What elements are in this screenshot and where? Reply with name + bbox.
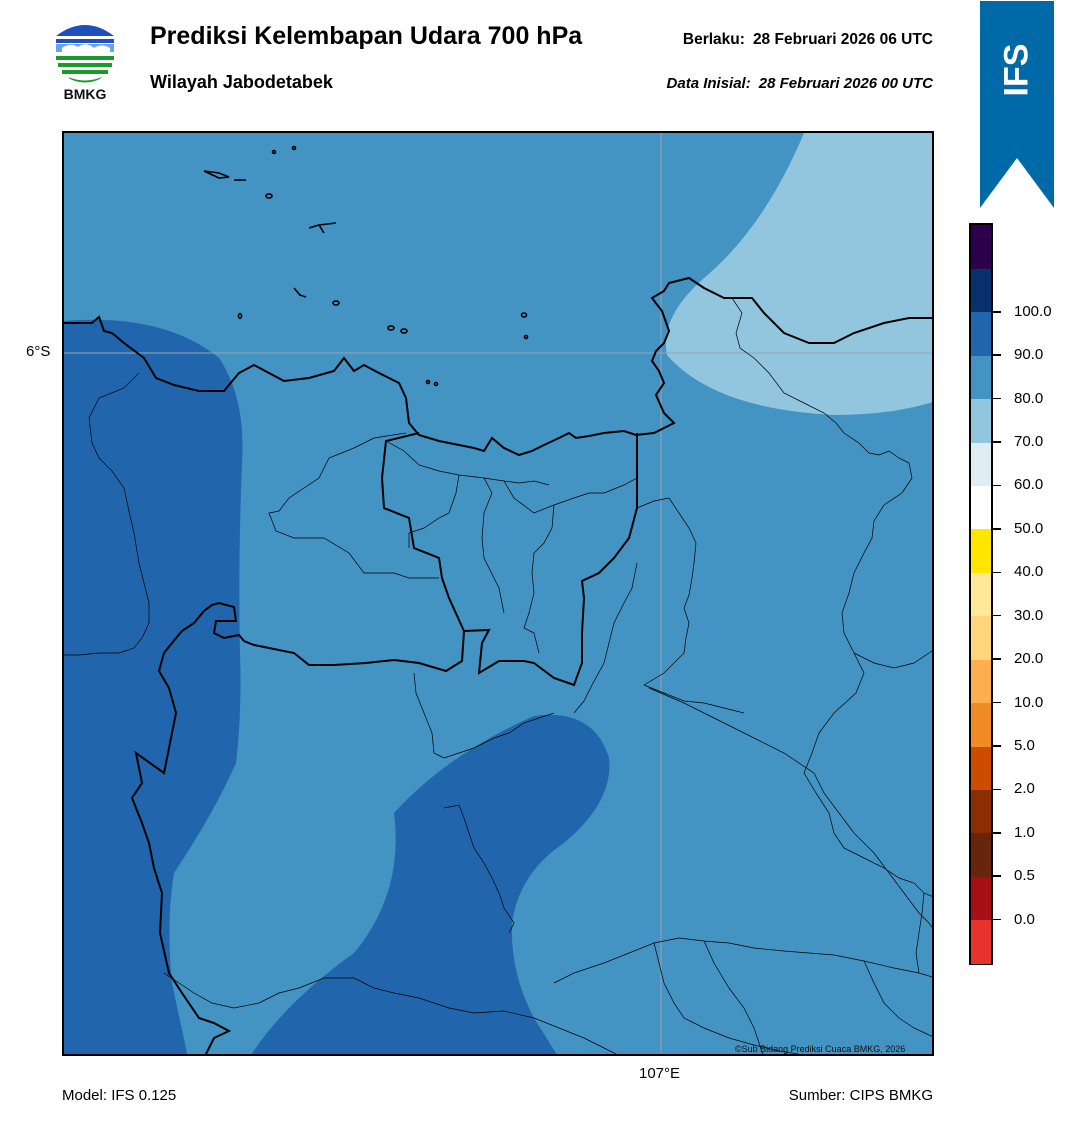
colorbar-tick: [993, 614, 1001, 617]
source-label: Sumber: CIPS BMKG: [788, 1087, 933, 1104]
longitude-label: 107°E: [639, 1065, 681, 1082]
map-canvas: [64, 133, 932, 1054]
colorbar-label: 10.0: [1014, 693, 1044, 711]
colorbar-segment: [971, 919, 991, 964]
humidity-zone-60-70: [665, 133, 932, 415]
colorbar-segment: [971, 398, 991, 443]
colorbar-label: 0.0: [1014, 910, 1035, 928]
colorbar-segment: [971, 572, 991, 617]
colorbar-label: 5.0: [1014, 736, 1035, 754]
init-time: Data Inisial: 28 Februari 2026 00 UTC: [667, 75, 933, 92]
colorbar-label: 50.0: [1014, 519, 1044, 537]
colorbar-tick: [993, 571, 1001, 574]
coastline: [64, 276, 932, 457]
init-time-label: Data Inisial:: [666, 75, 751, 92]
colorbar-tick: [993, 788, 1001, 791]
valid-time-value: 28 Februari 2026 06 UTC: [752, 31, 933, 48]
humidity-zone-80-90-south: [251, 715, 610, 1054]
ifs-badge-ribbon-icon: [980, 1, 1054, 208]
colorbar-segment: [971, 832, 991, 877]
colorbar-label: 80.0: [1014, 389, 1044, 407]
colorbar-tick: [993, 875, 1001, 877]
colorbar-tick: [993, 484, 1001, 487]
logo-text: BMKG: [64, 86, 107, 102]
colorbar-segment: [971, 702, 991, 747]
page-subtitle: Wilayah Jabodetabek: [150, 72, 333, 92]
islands: [203, 145, 529, 387]
colorbar-label: 100.0: [1014, 302, 1052, 320]
humidity-map[interactable]: [62, 131, 934, 1056]
colorbar-label: 0.5: [1014, 867, 1035, 885]
ifs-badge-text: IFS: [997, 43, 1036, 97]
colorbar-tick: [993, 918, 1001, 921]
colorbar-label: 1.0: [1014, 823, 1035, 841]
colorbar-tick: [993, 441, 1001, 443]
humidity-zone-80-90-west: [64, 319, 243, 1054]
colorbar-segment: [971, 442, 991, 487]
colorbar-tick: [993, 658, 1001, 660]
page-title: Prediksi Kelembapan Udara 700 hPa: [150, 22, 583, 50]
bmkg-logo-icon: BMKG: [56, 25, 114, 102]
valid-time: Berlaku: 28 Februari 2026 06 UTC: [683, 31, 933, 49]
colorbar: [969, 223, 993, 965]
init-time-value: 28 Februari 2026 00 UTC: [758, 75, 933, 92]
colorbar-segment: [971, 876, 991, 921]
colorbar-segment: [971, 745, 991, 790]
colorbar-tick: [993, 397, 1001, 400]
copyright-notice: ©Sub Bidang Prediksi Cuaca BMKG, 2026: [735, 1044, 906, 1054]
regency-boundaries: [64, 297, 932, 1054]
colorbar-segment: [971, 615, 991, 660]
ifs-badge: IFS: [980, 20, 1054, 120]
colorbar-tick: [993, 311, 1001, 313]
colorbar-segment: [971, 311, 991, 356]
colorbar-segment: [971, 528, 991, 573]
colorbar-tick: [993, 701, 1001, 704]
colorbar-segment: [971, 268, 991, 313]
colorbar-label: 60.0: [1014, 476, 1044, 494]
colorbar-segment: [971, 789, 991, 834]
colorbar-label: 20.0: [1014, 650, 1044, 668]
colorbar-label: 90.0: [1014, 346, 1044, 364]
colorbar-label: 30.0: [1014, 606, 1044, 624]
valid-time-label: Berlaku:: [682, 31, 745, 48]
colorbar-label: 40.0: [1014, 563, 1044, 581]
colorbar-tick: [993, 832, 1001, 834]
colorbar-segment: [971, 355, 991, 400]
colorbar-tick: [993, 745, 1001, 747]
colorbar-segment: [971, 225, 991, 269]
province-boundaries: [130, 432, 638, 1054]
colorbar-segment: [971, 659, 991, 704]
colorbar-tick: [993, 528, 1001, 530]
colorbar-segment: [971, 485, 991, 530]
colorbar-label: 70.0: [1014, 433, 1044, 451]
colorbar-tick: [993, 354, 1001, 356]
latitude-label: 6°S: [26, 343, 51, 360]
model-label: Model: IFS 0.125: [62, 1087, 177, 1104]
colorbar-label: 2.0: [1014, 780, 1035, 798]
